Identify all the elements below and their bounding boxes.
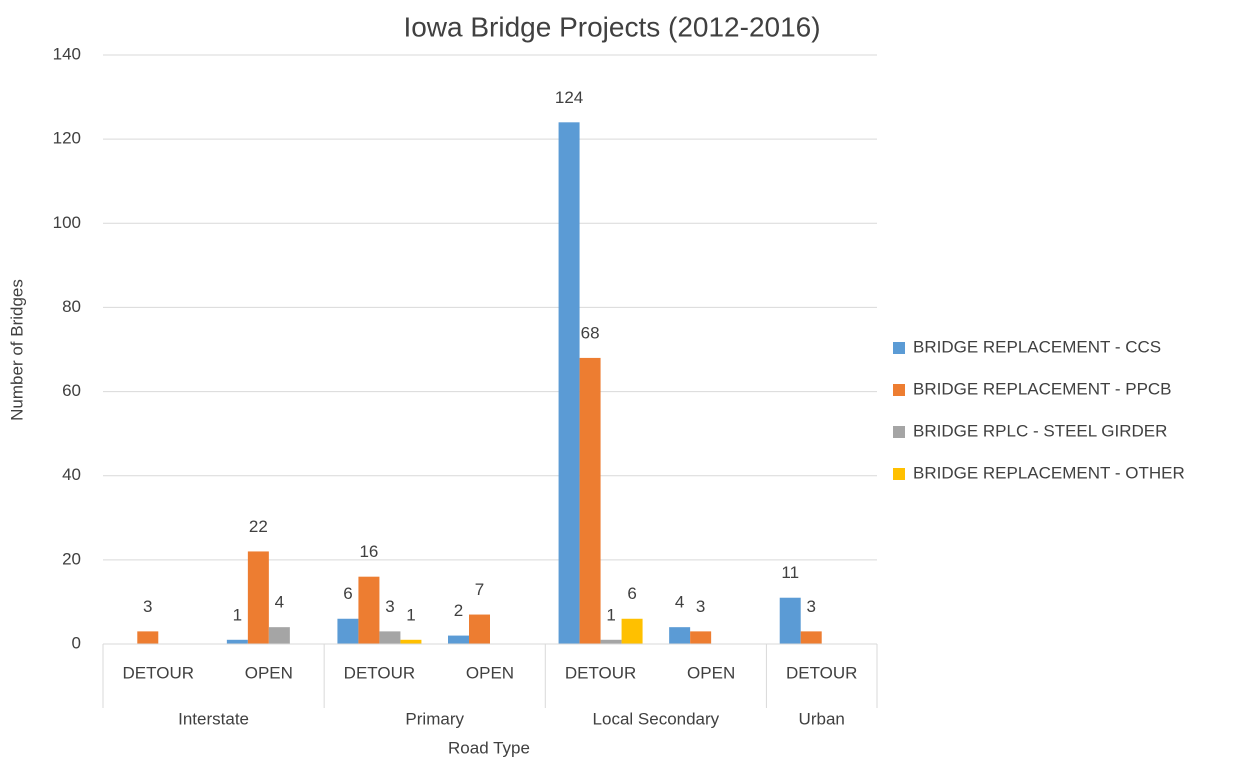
bar [469,614,490,644]
data-label: 3 [143,597,152,616]
bar [379,631,401,644]
data-label: 68 [581,323,600,342]
x-tick-label: DETOUR [786,663,857,682]
data-label: 1 [233,605,242,624]
data-label: 3 [696,597,705,616]
group-label: Urban [799,709,845,728]
bar [448,635,469,644]
data-label: 4 [275,593,284,612]
bar [268,627,290,644]
legend-swatch [893,384,905,396]
bar [690,631,712,644]
bar [779,597,801,644]
data-label: 1 [406,605,415,624]
bar [358,576,380,644]
legend-swatch [893,468,905,480]
bar [137,631,159,644]
legend-label: BRIDGE REPLACEMENT - OTHER [913,463,1185,482]
bar [337,618,359,644]
legend-label: BRIDGE RPLC - STEEL GIRDER [913,421,1167,440]
data-label: 2 [454,601,463,620]
y-tick-label: 140 [53,44,81,63]
bar [621,618,643,644]
x-tick-label: OPEN [687,663,735,682]
y-tick-label: 60 [62,381,81,400]
legend-swatch [893,426,905,438]
x-tick-label: DETOUR [565,663,636,682]
x-tick-label: DETOUR [123,663,194,682]
y-tick-label: 20 [62,549,81,568]
x-axis-title: Road Type [448,738,530,757]
bar [600,639,622,644]
data-label: 16 [359,542,378,561]
legend-label: BRIDGE REPLACEMENT - CCS [913,337,1161,356]
legend-label: BRIDGE REPLACEMENT - PPCB [913,379,1172,398]
y-axis-title: Number of Bridges [7,279,26,421]
data-label: 124 [555,88,583,107]
x-tick-label: OPEN [466,663,514,682]
data-label: 1 [606,605,615,624]
group-label: Local Secondary [593,709,720,728]
bar [400,639,422,644]
data-label: 3 [385,597,394,616]
bar [669,627,691,644]
data-label: 4 [675,593,684,612]
bar [226,639,248,644]
data-label: 3 [806,597,815,616]
bar [558,122,580,645]
data-label: 6 [343,584,352,603]
data-label: 11 [781,563,799,582]
group-label: Interstate [178,709,249,728]
x-tick-label: DETOUR [344,663,415,682]
chart-title: Iowa Bridge Projects (2012-2016) [403,11,820,42]
data-label: 6 [627,584,636,603]
bar [247,551,269,644]
data-label: 7 [475,580,484,599]
bar [800,631,822,644]
y-tick-label: 0 [72,633,81,652]
legend-swatch [893,342,905,354]
data-label: 22 [249,517,268,536]
y-tick-label: 120 [53,129,81,148]
y-tick-label: 80 [62,297,81,316]
y-tick-label: 100 [53,213,81,232]
bar [579,357,601,644]
x-tick-label: OPEN [245,663,293,682]
group-label: Primary [405,709,464,728]
y-tick-label: 40 [62,465,81,484]
